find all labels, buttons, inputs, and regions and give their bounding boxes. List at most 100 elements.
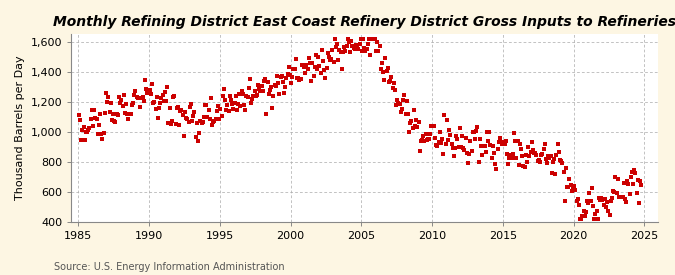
Point <box>123 117 134 122</box>
Point <box>320 76 331 80</box>
Point <box>227 102 238 106</box>
Point <box>101 90 111 95</box>
Point <box>350 43 361 47</box>
Point <box>399 93 410 97</box>
Point <box>279 90 290 95</box>
Point <box>154 105 165 110</box>
Point <box>244 76 255 81</box>
Point <box>265 87 275 92</box>
Point <box>97 136 108 141</box>
Point <box>551 152 562 157</box>
Point <box>90 116 101 120</box>
Point <box>128 101 138 105</box>
Point <box>241 94 252 98</box>
Point <box>224 94 235 98</box>
Point <box>196 121 207 125</box>
Point <box>176 108 187 113</box>
Point <box>211 117 221 121</box>
Point <box>374 44 385 48</box>
Point <box>175 108 186 113</box>
Point <box>240 108 250 113</box>
Point <box>612 176 623 181</box>
Point <box>143 90 154 95</box>
Title: Monthly Refining District East Coast Refinery District Gross Inputs to Refinerie: Monthly Refining District East Coast Ref… <box>53 15 675 29</box>
Point <box>525 150 536 154</box>
Point <box>138 99 149 103</box>
Point <box>228 107 239 111</box>
Point <box>192 139 203 143</box>
Point <box>634 201 645 205</box>
Text: Source: U.S. Energy Information Administration: Source: U.S. Energy Information Administ… <box>54 262 285 272</box>
Point <box>345 50 356 54</box>
Point <box>628 182 639 186</box>
Point <box>511 156 522 160</box>
Point <box>261 112 272 116</box>
Point <box>235 104 246 109</box>
Point <box>574 203 585 207</box>
Point <box>546 170 557 175</box>
Point <box>211 109 222 113</box>
Point <box>117 104 128 108</box>
Point <box>411 118 422 123</box>
Point <box>489 151 500 155</box>
Point <box>266 84 277 89</box>
Point <box>181 116 192 121</box>
Point <box>378 70 389 74</box>
Point <box>402 112 413 117</box>
Point <box>254 86 265 91</box>
Point <box>427 124 438 128</box>
Point <box>614 195 624 200</box>
Point <box>504 155 515 160</box>
Point <box>197 119 208 124</box>
Point <box>126 112 136 116</box>
Point <box>617 195 628 200</box>
Point <box>362 42 373 46</box>
Point <box>394 102 405 107</box>
Point <box>549 157 560 162</box>
Point <box>355 37 366 41</box>
Point <box>312 67 323 72</box>
Point <box>84 125 95 130</box>
Point <box>99 111 110 115</box>
Point <box>107 117 117 122</box>
Point <box>564 177 575 181</box>
Point <box>408 108 419 113</box>
Point <box>570 188 580 192</box>
Point <box>473 160 484 164</box>
Point <box>233 102 244 106</box>
Point <box>215 107 225 111</box>
Point <box>397 106 408 111</box>
Point <box>168 95 179 99</box>
Point <box>184 105 195 109</box>
Point <box>322 50 333 55</box>
Point <box>591 209 602 213</box>
Point <box>624 191 635 196</box>
Point <box>259 78 269 83</box>
Point <box>593 216 603 221</box>
Point <box>502 152 512 156</box>
Point <box>126 103 137 108</box>
Point <box>615 195 626 199</box>
Point <box>587 186 597 191</box>
Point <box>471 128 482 133</box>
Point <box>434 130 445 134</box>
Point <box>590 211 601 216</box>
Point <box>423 137 433 141</box>
Point <box>269 83 280 87</box>
Point <box>632 178 643 182</box>
Point <box>155 101 165 106</box>
Point <box>402 98 412 103</box>
Point <box>76 138 86 142</box>
Point <box>359 45 370 50</box>
Point <box>438 152 449 156</box>
Point <box>313 55 324 59</box>
Point <box>275 75 286 79</box>
Point <box>584 191 595 195</box>
Point <box>144 88 155 92</box>
Point <box>116 98 127 102</box>
Point <box>620 197 630 202</box>
Point <box>388 81 399 86</box>
Point <box>577 214 588 218</box>
Point <box>580 210 591 214</box>
Point <box>257 89 268 93</box>
